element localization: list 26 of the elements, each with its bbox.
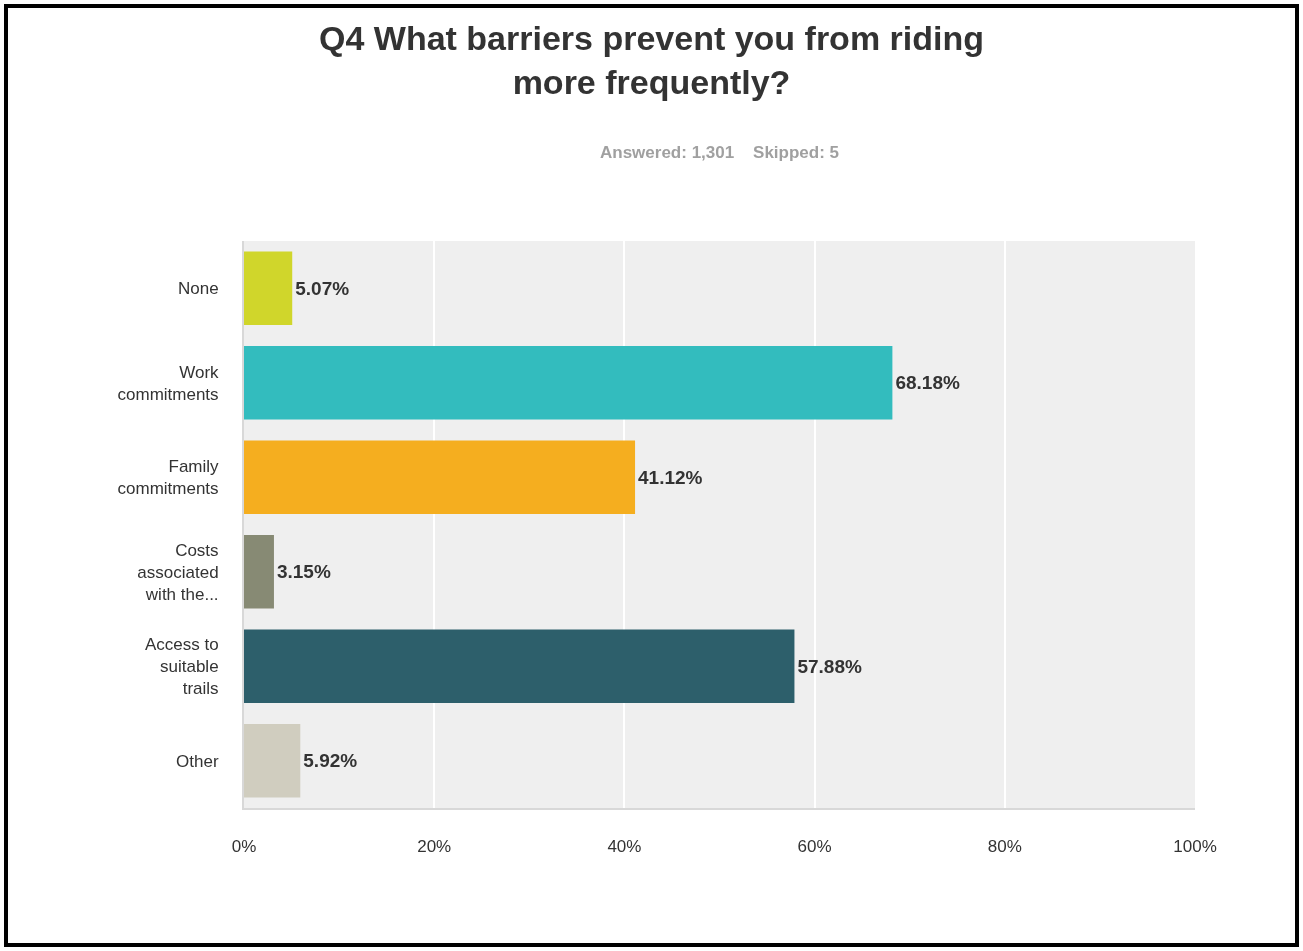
x-tick-label: 20% — [417, 837, 452, 857]
bar — [244, 345, 893, 420]
x-tick-label: 80% — [987, 837, 1022, 857]
bar — [244, 629, 795, 704]
bar — [244, 723, 301, 798]
data-label: 68.18% — [895, 372, 960, 394]
bar — [244, 534, 274, 609]
data-label: 41.12% — [638, 466, 703, 488]
y-tick-label: None — [177, 279, 219, 299]
chart-title: Q4 What barriers prevent you from riding more frequently? — [318, 19, 985, 102]
x-tick-label: 0% — [231, 837, 257, 857]
data-label: 3.15% — [276, 561, 331, 583]
data-label: 5.92% — [303, 750, 358, 772]
data-label: 57.88% — [797, 655, 862, 677]
y-tick-label: Access to suitable trails — [144, 635, 219, 699]
x-tick-label: 40% — [607, 837, 642, 857]
y-tick-label: Family commitments — [117, 457, 220, 499]
y-tick-label: Work commitments — [117, 362, 220, 404]
x-tick-label: 60% — [797, 837, 832, 857]
y-tick-label: Costs associated with the... — [137, 540, 219, 604]
data-label: 5.07% — [295, 277, 350, 299]
x-tick-label: 100% — [1173, 837, 1217, 857]
chart-subtitle: Answered: 1,301 Skipped: 5 — [600, 143, 840, 162]
bar — [244, 440, 636, 515]
y-tick-label: Other — [176, 751, 219, 771]
bar — [244, 251, 293, 326]
